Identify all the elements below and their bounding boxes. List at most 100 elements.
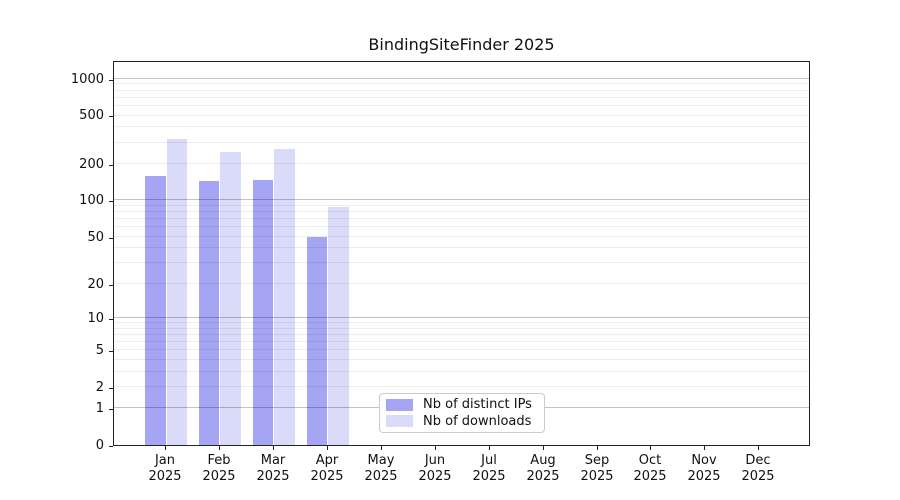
x-tick-label: Apr 2025 (299, 453, 355, 485)
gridline-minor (114, 141, 809, 143)
gridline-minor (114, 262, 809, 263)
x-tick-mark (273, 446, 274, 450)
gridline-minor (114, 162, 809, 164)
x-tick-year: 2025 (526, 469, 560, 484)
gridline-minor (114, 321, 809, 323)
y-tick-label: 1 (95, 401, 104, 416)
gridline-minor (114, 247, 809, 249)
y-tick-mark (109, 409, 113, 410)
gridline-minor (114, 327, 809, 329)
gridline-minor (114, 333, 809, 335)
y-tick-label: 2 (95, 380, 104, 395)
x-tick-mark (381, 446, 382, 450)
x-tick-mark (704, 446, 705, 450)
gridline-minor (114, 226, 809, 228)
legend-item-distinct-ips: Nb of distinct IPs (386, 397, 538, 412)
legend-swatch-downloads (386, 415, 413, 428)
gridline-minor (114, 370, 809, 372)
gridline-minor (114, 104, 809, 106)
x-tick-year: 2025 (256, 469, 290, 484)
bar-distinct-ips-apr (306, 236, 328, 445)
x-tick-label: Jul 2025 (461, 453, 517, 485)
x-tick-label: May 2025 (353, 453, 409, 485)
legend-swatch-distinct-ips (386, 398, 413, 411)
x-tick-mark (489, 446, 490, 450)
x-tick-label: Sep 2025 (569, 453, 625, 485)
x-tick-year: 2025 (310, 469, 344, 484)
x-tick-label: Feb 2025 (191, 453, 247, 485)
gridline-minor (114, 211, 809, 212)
x-tick-year: 2025 (472, 469, 506, 484)
x-tick-mark (327, 446, 328, 450)
x-tick-month: Aug (530, 453, 556, 468)
y-tick-label: 500 (79, 108, 104, 123)
x-tick-mark (758, 446, 759, 450)
y-tick-label: 0 (95, 438, 104, 453)
y-tick-label: 10 (87, 311, 104, 326)
x-tick-month: Oct (638, 453, 662, 468)
x-tick-label: Nov 2025 (676, 453, 732, 485)
y-tick-mark (109, 201, 113, 202)
gridline-minor (114, 83, 809, 85)
gridline-minor (114, 235, 809, 237)
y-tick-mark (109, 80, 113, 81)
y-tick-label: 50 (87, 230, 104, 245)
x-tick-year: 2025 (418, 469, 452, 484)
gridline-minor (114, 204, 809, 206)
x-tick-month: May (367, 453, 395, 468)
gridline-minor (114, 340, 809, 342)
x-tick-month: Sep (584, 453, 610, 468)
x-tick-label: Dec 2025 (730, 453, 786, 485)
gridline-minor (114, 89, 809, 91)
y-tick-label: 1000 (70, 72, 104, 87)
legend-label-downloads: Nb of downloads (423, 413, 532, 429)
gridline-major (114, 77, 809, 79)
plot-area (113, 61, 810, 446)
bar-distinct-ips-mar (252, 179, 274, 445)
x-tick-year: 2025 (202, 469, 236, 484)
x-tick-month: Feb (207, 453, 231, 468)
bar-downloads-apr (328, 206, 349, 445)
x-tick-mark (219, 446, 220, 450)
x-tick-year: 2025 (148, 469, 182, 484)
gridline-minor (114, 96, 809, 98)
gridline-major (114, 199, 809, 201)
bar-distinct-ips-feb (198, 180, 220, 445)
chart-title: BindingSiteFinder 2025 (368, 35, 555, 54)
bar-downloads-feb (220, 151, 241, 445)
gridline-minor (114, 349, 809, 350)
x-tick-mark (435, 446, 436, 450)
bar-downloads-mar (274, 149, 295, 445)
x-tick-mark (543, 446, 544, 450)
gridline-minor (114, 358, 809, 360)
x-tick-year: 2025 (580, 469, 614, 484)
gridline-minor (114, 385, 809, 387)
x-tick-mark (650, 446, 651, 450)
x-tick-label: Oct 2025 (622, 453, 678, 485)
x-tick-mark (165, 446, 166, 450)
y-tick-mark (109, 238, 113, 239)
y-tick-label: 200 (79, 157, 104, 172)
x-tick-month: Mar (260, 453, 286, 468)
x-tick-year: 2025 (633, 469, 667, 484)
x-tick-month: Nov (691, 453, 717, 468)
x-tick-label: Mar 2025 (245, 453, 301, 485)
y-tick-mark (109, 388, 113, 389)
y-tick-mark (109, 351, 113, 352)
bar-downloads-jan (166, 139, 187, 445)
bar-distinct-ips-jan (145, 175, 166, 445)
legend: Nb of distinct IPs Nb of downloads (379, 393, 545, 433)
x-tick-mark (597, 446, 598, 450)
gridline-minor (114, 282, 809, 284)
gridline-minor (114, 218, 809, 219)
x-tick-year: 2025 (364, 469, 398, 484)
x-tick-label: Aug 2025 (515, 453, 571, 485)
y-tick-label: 5 (95, 343, 104, 358)
y-tick-mark (109, 285, 113, 286)
x-tick-month: Apr (315, 453, 339, 468)
y-tick-label: 100 (79, 193, 104, 208)
x-tick-month: Jul (481, 453, 497, 468)
gridline-major (114, 316, 809, 318)
x-tick-month: Jun (424, 453, 446, 468)
